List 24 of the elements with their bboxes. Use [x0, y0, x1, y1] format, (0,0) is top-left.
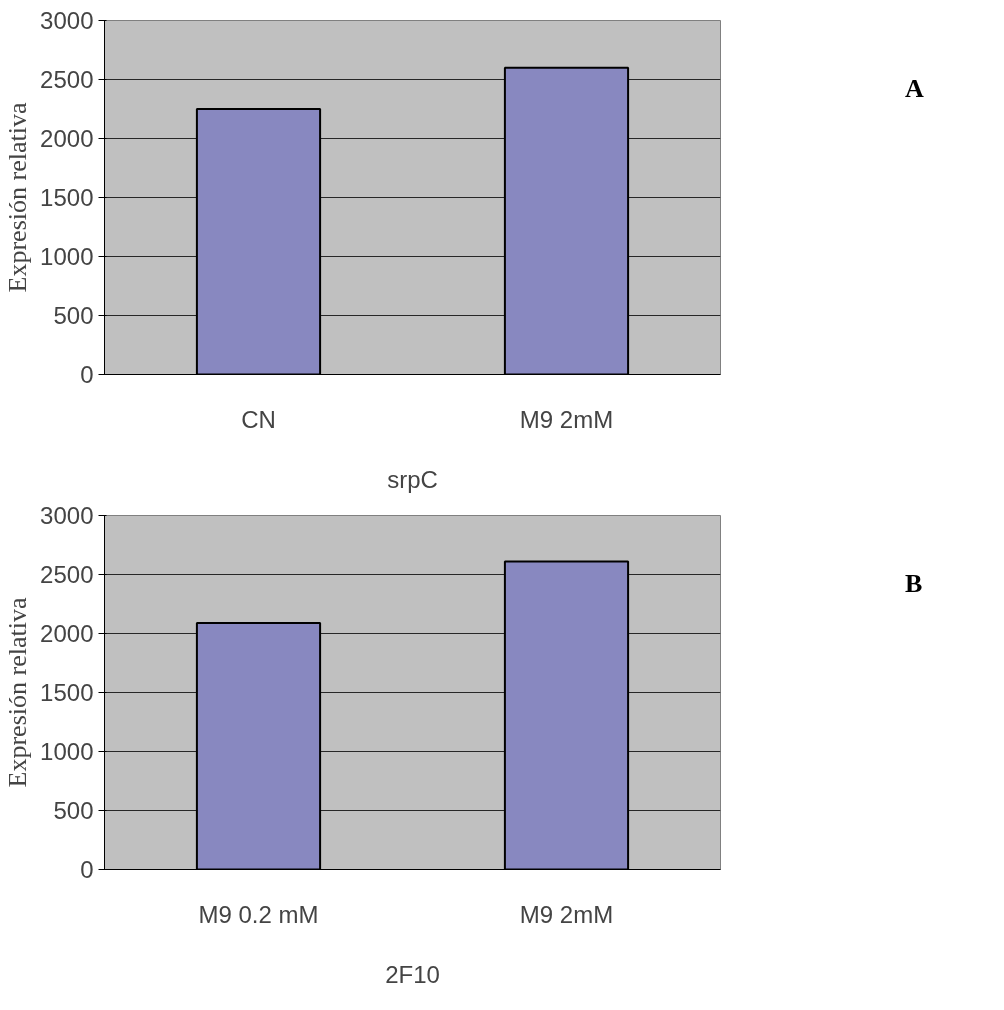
y-tick-label: 1500 [40, 184, 94, 211]
y-tick-label: 0 [80, 856, 94, 883]
y-tick-label: 0 [80, 361, 94, 388]
y-tick-label: 1000 [40, 243, 94, 270]
y-axis-title: Expresión relativa [3, 102, 33, 293]
x-tick-label: CN [241, 405, 276, 433]
x-axis-title: srpC [387, 465, 438, 493]
y-tick-label: 3000 [40, 502, 94, 529]
y-tick-label: 500 [53, 302, 94, 329]
text: A [905, 73, 924, 105]
text: B [905, 568, 923, 600]
y-tick-label: 1500 [40, 679, 94, 706]
x-tick-label: M9 2mM [519, 405, 614, 433]
y-axis-title: Expresión relativa [3, 597, 33, 788]
x-tick-label: M9 0.2 mM [198, 900, 319, 928]
y-tick-label: 2500 [40, 561, 94, 588]
y-tick-label: 500 [53, 797, 94, 824]
y-tick-label: 1000 [40, 738, 94, 765]
x-axis-title: 2F10 [385, 960, 440, 988]
y-tick-label: 2000 [40, 620, 94, 647]
x-tick-label: M9 2mM [519, 900, 614, 928]
y-tick-label: 3000 [40, 7, 94, 34]
y-tick-label: 2500 [40, 66, 94, 93]
y-tick-label: 2000 [40, 125, 94, 152]
